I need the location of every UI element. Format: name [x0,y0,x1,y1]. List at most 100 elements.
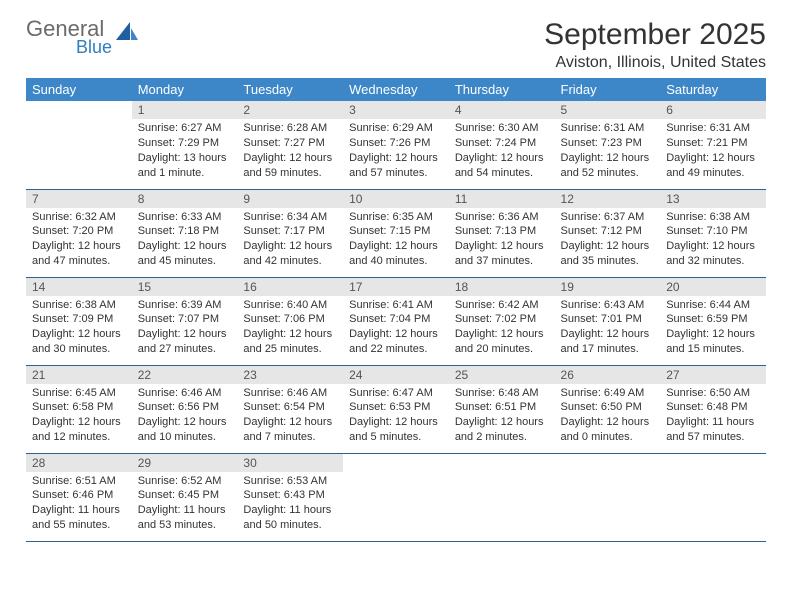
daylight-text: Daylight: 12 hours and 10 minutes. [138,415,232,445]
sunset-text: Sunset: 6:45 PM [138,488,232,503]
sunset-text: Sunset: 7:06 PM [243,312,337,327]
daylight-text: Daylight: 11 hours and 57 minutes. [666,415,760,445]
daylight-text: Daylight: 12 hours and 54 minutes. [455,151,549,181]
day-details: Sunrise: 6:34 AMSunset: 7:17 PMDaylight:… [237,208,343,273]
day-details: Sunrise: 6:43 AMSunset: 7:01 PMDaylight:… [555,296,661,361]
sunset-text: Sunset: 6:56 PM [138,400,232,415]
sunset-text: Sunset: 7:09 PM [32,312,126,327]
sunrise-text: Sunrise: 6:46 AM [243,386,337,401]
day-details: Sunrise: 6:49 AMSunset: 6:50 PMDaylight:… [555,384,661,449]
calendar-cell: 16Sunrise: 6:40 AMSunset: 7:06 PMDayligh… [237,277,343,365]
sunrise-text: Sunrise: 6:34 AM [243,210,337,225]
day-number: 7 [26,190,132,208]
calendar-cell: 4Sunrise: 6:30 AMSunset: 7:24 PMDaylight… [449,101,555,189]
weekday-header: Sunday [26,78,132,101]
day-number [26,101,132,105]
sunrise-text: Sunrise: 6:47 AM [349,386,443,401]
calendar-cell: 6Sunrise: 6:31 AMSunset: 7:21 PMDaylight… [660,101,766,189]
day-number [660,454,766,458]
daylight-text: Daylight: 12 hours and 42 minutes. [243,239,337,269]
sunrise-text: Sunrise: 6:48 AM [455,386,549,401]
day-number: 14 [26,278,132,296]
daylight-text: Daylight: 12 hours and 0 minutes. [561,415,655,445]
calendar-row: 7Sunrise: 6:32 AMSunset: 7:20 PMDaylight… [26,189,766,277]
sunrise-text: Sunrise: 6:35 AM [349,210,443,225]
calendar-row: 14Sunrise: 6:38 AMSunset: 7:09 PMDayligh… [26,277,766,365]
sunrise-text: Sunrise: 6:36 AM [455,210,549,225]
daylight-text: Daylight: 12 hours and 57 minutes. [349,151,443,181]
day-details: Sunrise: 6:53 AMSunset: 6:43 PMDaylight:… [237,472,343,537]
daylight-text: Daylight: 12 hours and 12 minutes. [32,415,126,445]
day-number [449,454,555,458]
day-number: 21 [26,366,132,384]
day-number: 9 [237,190,343,208]
calendar-cell: 18Sunrise: 6:42 AMSunset: 7:02 PMDayligh… [449,277,555,365]
sail-icon [116,22,138,47]
weekday-header: Friday [555,78,661,101]
daylight-text: Daylight: 12 hours and 47 minutes. [32,239,126,269]
day-details: Sunrise: 6:32 AMSunset: 7:20 PMDaylight:… [26,208,132,273]
sunset-text: Sunset: 7:04 PM [349,312,443,327]
day-number: 26 [555,366,661,384]
calendar-cell: 19Sunrise: 6:43 AMSunset: 7:01 PMDayligh… [555,277,661,365]
day-number: 6 [660,101,766,119]
daylight-text: Daylight: 12 hours and 17 minutes. [561,327,655,357]
daylight-text: Daylight: 12 hours and 27 minutes. [138,327,232,357]
sunrise-text: Sunrise: 6:32 AM [32,210,126,225]
daylight-text: Daylight: 11 hours and 53 minutes. [138,503,232,533]
calendar-cell: 13Sunrise: 6:38 AMSunset: 7:10 PMDayligh… [660,189,766,277]
day-details: Sunrise: 6:35 AMSunset: 7:15 PMDaylight:… [343,208,449,273]
day-details: Sunrise: 6:38 AMSunset: 7:09 PMDaylight:… [26,296,132,361]
day-number: 19 [555,278,661,296]
calendar-cell: 23Sunrise: 6:46 AMSunset: 6:54 PMDayligh… [237,365,343,453]
day-number: 18 [449,278,555,296]
day-details: Sunrise: 6:41 AMSunset: 7:04 PMDaylight:… [343,296,449,361]
sunrise-text: Sunrise: 6:28 AM [243,121,337,136]
sunset-text: Sunset: 6:43 PM [243,488,337,503]
day-details: Sunrise: 6:50 AMSunset: 6:48 PMDaylight:… [660,384,766,449]
day-details: Sunrise: 6:28 AMSunset: 7:27 PMDaylight:… [237,119,343,184]
sunrise-text: Sunrise: 6:43 AM [561,298,655,313]
daylight-text: Daylight: 12 hours and 22 minutes. [349,327,443,357]
sunset-text: Sunset: 6:50 PM [561,400,655,415]
sunrise-text: Sunrise: 6:53 AM [243,474,337,489]
sunset-text: Sunset: 7:02 PM [455,312,549,327]
calendar-cell [343,453,449,541]
sunset-text: Sunset: 6:58 PM [32,400,126,415]
day-number: 11 [449,190,555,208]
daylight-text: Daylight: 11 hours and 55 minutes. [32,503,126,533]
day-number: 4 [449,101,555,119]
calendar-cell: 11 Sunrise: 6:36 AMSunset: 7:13 PMDayligh… [449,189,555,277]
day-details: Sunrise: 6:31 AMSunset: 7:23 PMDaylight:… [555,119,661,184]
calendar-cell: 25Sunrise: 6:48 AMSunset: 6:51 PMDayligh… [449,365,555,453]
day-details: Sunrise: 6:51 AMSunset: 6:46 PMDaylight:… [26,472,132,537]
day-details: Sunrise: 6:46 AMSunset: 6:54 PMDaylight:… [237,384,343,449]
calendar-row: 1Sunrise: 6:27 AMSunset: 7:29 PMDaylight… [26,101,766,189]
weekday-header: Tuesday [237,78,343,101]
sunset-text: Sunset: 7:10 PM [666,224,760,239]
day-details: Sunrise: 6:42 AMSunset: 7:02 PMDaylight:… [449,296,555,361]
day-details: Sunrise: 6:44 AMSunset: 6:59 PMDaylight:… [660,296,766,361]
daylight-text: Daylight: 12 hours and 37 minutes. [455,239,549,269]
sunset-text: Sunset: 7:26 PM [349,136,443,151]
day-number: 2 [237,101,343,119]
sunset-text: Sunset: 7:17 PM [243,224,337,239]
sunrise-text: Sunrise: 6:42 AM [455,298,549,313]
calendar-cell [660,453,766,541]
calendar-cell: 27Sunrise: 6:50 AMSunset: 6:48 PMDayligh… [660,365,766,453]
sunrise-text: Sunrise: 6:31 AM [666,121,760,136]
calendar-cell: 14Sunrise: 6:38 AMSunset: 7:09 PMDayligh… [26,277,132,365]
sunrise-text: Sunrise: 6:44 AM [666,298,760,313]
sunrise-text: Sunrise: 6:50 AM [666,386,760,401]
calendar-cell [449,453,555,541]
sunset-text: Sunset: 7:13 PM [455,224,549,239]
sunrise-text: Sunrise: 6:39 AM [138,298,232,313]
sunset-text: Sunset: 7:24 PM [455,136,549,151]
day-number [555,454,661,458]
day-number: 10 [343,190,449,208]
header: General Blue September 2025 Aviston, Ill… [26,18,766,72]
daylight-text: Daylight: 11 hours and 50 minutes. [243,503,337,533]
day-details: Sunrise: 6:47 AMSunset: 6:53 PMDaylight:… [343,384,449,449]
day-number: 30 [237,454,343,472]
calendar-cell: 7Sunrise: 6:32 AMSunset: 7:20 PMDaylight… [26,189,132,277]
